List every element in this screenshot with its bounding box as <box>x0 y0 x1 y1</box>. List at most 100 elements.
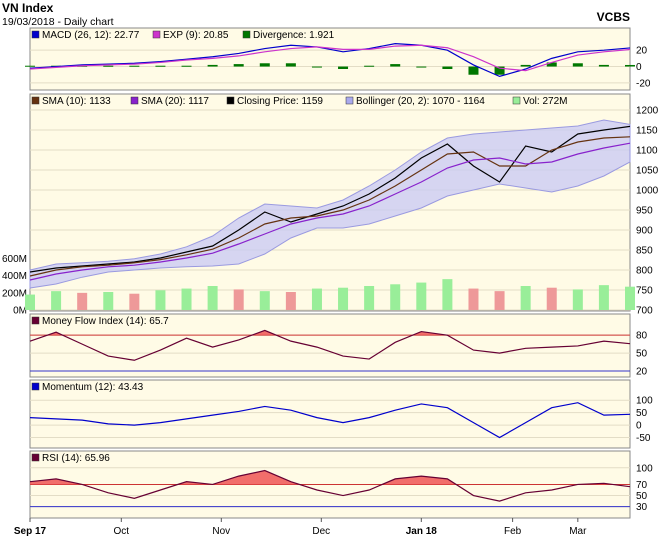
volume-tick-label: 600M <box>2 254 27 265</box>
indicator-panels: 20 0 -20 MACD (26, 12): 22.77 EXP (9): 20.85… <box>2 27 659 519</box>
series-line-macd <box>29 43 631 77</box>
y-tick-label: 700 <box>636 306 653 317</box>
y-tick-label: 0 <box>636 62 642 73</box>
divergence-bar <box>103 65 114 67</box>
volume-bar <box>181 288 192 310</box>
legend-label: RSI (14): 65.96 <box>42 453 110 464</box>
divergence-bar <box>338 66 349 69</box>
divergence-bar <box>311 66 322 68</box>
volume-bar <box>468 288 479 310</box>
divergence-bar <box>233 64 244 67</box>
x-tick-label: Feb <box>504 526 522 537</box>
series-line-closing-price <box>29 125 631 273</box>
legend-label: MACD (26, 12): 22.77 <box>42 30 140 41</box>
volume-bar <box>207 286 218 310</box>
y-tick-label: 50 <box>636 491 648 502</box>
panel-frame <box>29 93 631 312</box>
x-axis: Sep 17 Oct Nov Dec Jan 18 Feb Mar <box>14 518 587 537</box>
panel-macd: 20 0 -20 MACD (26, 12): 22.77 EXP (9): 20.85… <box>25 27 651 91</box>
y-tick-label: 50 <box>636 349 648 360</box>
divergence-bar <box>25 65 35 67</box>
legend-swatch <box>31 30 40 39</box>
y-tick-label: 750 <box>636 286 653 297</box>
volume-bar <box>625 286 635 310</box>
volume-tick-label: 200M <box>2 288 27 299</box>
volume-tick-label: 400M <box>2 271 27 282</box>
volume-bar <box>520 286 531 310</box>
divergence-bar <box>468 66 479 75</box>
x-tick-label: Oct <box>114 526 130 537</box>
y-tick-label: -20 <box>636 78 651 89</box>
y-tick-label: 50 <box>636 408 648 419</box>
y-tick-label: 80 <box>636 331 648 342</box>
panel-mfi: 80 50 20 Money Flow Index (14): 65.7 <box>29 313 648 378</box>
series-line-money-flow-index <box>29 329 631 361</box>
volume-tick-label: 0M <box>13 306 27 317</box>
x-tick-label: Mar <box>569 526 587 537</box>
divergence-bar <box>155 65 166 67</box>
y-tick-label: 1100 <box>636 146 658 157</box>
chart-title: VN Index <box>2 1 54 15</box>
bollinger-band <box>29 119 631 289</box>
volume-bar <box>25 294 35 310</box>
divergence-bar <box>207 64 218 67</box>
legend-swatch <box>31 382 40 391</box>
volume-bar <box>51 291 62 310</box>
x-tick-label: Sep 17 <box>14 526 47 537</box>
x-tick-label: Dec <box>312 526 330 537</box>
legend: Momentum (12): 43.43 <box>31 382 144 393</box>
y-tick-label: 1200 <box>636 106 659 117</box>
legend-swatch <box>130 96 139 105</box>
y-tick-label: 100 <box>636 463 653 474</box>
legend: MACD (26, 12): 22.77 EXP (9): 20.85 Diverg… <box>31 30 335 41</box>
divergence-bar <box>546 62 557 67</box>
y-tick-label: 70 <box>636 480 648 491</box>
chart-subtitle: 19/03/2018 - Daily chart <box>2 16 114 28</box>
legend-swatch <box>345 96 354 105</box>
y-tick-label: 900 <box>636 226 653 237</box>
volume-bar <box>494 291 505 310</box>
divergence-bar <box>129 65 140 67</box>
legend-label: EXP (9): 20.85 <box>163 30 229 41</box>
legend-swatch <box>31 96 40 105</box>
y-tick-label: 1150 <box>636 126 658 137</box>
volume-bar <box>416 282 427 310</box>
volume-bar <box>155 290 166 310</box>
series-line-exp <box>29 44 631 72</box>
divergence-bar <box>390 64 401 67</box>
panel-frame <box>29 27 631 91</box>
y-tick-label: 30 <box>636 502 648 513</box>
legend-label: Money Flow Index (14): 65.7 <box>42 316 169 327</box>
divergence-bar <box>520 64 531 67</box>
legend-label: SMA (20): 1117 <box>141 96 209 107</box>
legend-swatch <box>226 96 235 105</box>
legend-label: Vol: 272M <box>523 96 567 107</box>
y-tick-label: 0 <box>636 421 642 432</box>
series-line-sma-20- <box>29 142 631 281</box>
y-tick-label: 100 <box>636 396 653 407</box>
series-line-rsi <box>29 469 631 502</box>
y-tick-label: 1000 <box>636 186 659 197</box>
panel-price: 1200 1150 1100 1050 1000 950 900 850 800 750 700 60… <box>2 93 659 317</box>
divergence-bar <box>285 63 296 67</box>
divergence-bar <box>442 66 453 69</box>
legend-label: Bollinger (20, 2): 1070 - 1164 <box>356 96 485 107</box>
volume-bar <box>598 285 609 310</box>
volume-bar <box>546 287 557 310</box>
y-tick-label: 20 <box>636 367 648 378</box>
divergence-bar <box>572 63 583 67</box>
y-tick-label: -50 <box>636 433 651 444</box>
volume-bar <box>311 288 322 310</box>
volume-bar <box>338 287 349 310</box>
legend-label: Divergence: 1.921 <box>253 30 335 41</box>
divergence-bar <box>364 65 375 67</box>
legend: SMA (10): 1133 SMA (20): 1117 Closing Pric… <box>31 96 567 107</box>
divergence-bar <box>494 66 505 75</box>
legend-swatch <box>31 316 40 325</box>
volume-bar <box>233 289 244 310</box>
legend-swatch <box>512 96 521 105</box>
legend-swatch <box>242 30 251 39</box>
panel-frame <box>29 313 631 378</box>
